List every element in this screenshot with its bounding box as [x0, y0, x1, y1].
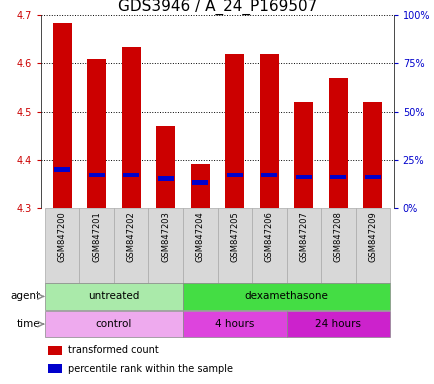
Bar	[217, 208, 251, 283]
Bar	[45, 311, 183, 338]
Bar	[45, 208, 79, 283]
Text: agent: agent	[10, 291, 40, 301]
Bar	[183, 208, 217, 283]
Text: GSM847208: GSM847208	[333, 212, 342, 262]
Bar	[261, 173, 277, 177]
Bar	[251, 208, 286, 283]
Bar	[286, 208, 320, 283]
Text: transformed count: transformed count	[68, 345, 158, 355]
Text: untreated: untreated	[88, 291, 139, 301]
Bar	[79, 208, 114, 283]
Bar	[295, 175, 311, 179]
Text: GSM847200: GSM847200	[57, 212, 66, 262]
Text: 4 hours: 4 hours	[214, 319, 254, 329]
Text: control: control	[95, 319, 132, 329]
Bar	[87, 59, 106, 208]
Bar	[88, 173, 105, 177]
Bar	[259, 54, 278, 208]
Bar	[286, 311, 389, 338]
Bar	[114, 208, 148, 283]
Bar	[294, 102, 312, 208]
Title: GDS3946 / A_24_P169507: GDS3946 / A_24_P169507	[118, 0, 316, 15]
Bar	[183, 311, 286, 338]
Bar	[355, 208, 389, 283]
Text: GSM847206: GSM847206	[264, 212, 273, 262]
Text: dexamethasone: dexamethasone	[244, 291, 328, 301]
Bar	[190, 164, 209, 208]
Text: percentile rank within the sample: percentile rank within the sample	[68, 364, 232, 374]
Bar	[48, 364, 62, 373]
Text: time: time	[17, 319, 40, 329]
Bar	[48, 346, 62, 355]
Bar	[329, 175, 346, 179]
Text: GSM847201: GSM847201	[92, 212, 101, 262]
Text: GSM847202: GSM847202	[126, 212, 135, 262]
Bar	[148, 208, 183, 283]
Text: GSM847207: GSM847207	[299, 212, 308, 262]
Bar	[123, 173, 139, 177]
Text: GSM847204: GSM847204	[195, 212, 204, 262]
Bar	[54, 167, 70, 172]
Bar	[183, 283, 389, 310]
Bar	[364, 175, 380, 179]
Text: 24 hours: 24 hours	[315, 319, 361, 329]
Bar	[226, 173, 242, 177]
Bar	[156, 126, 175, 208]
Bar	[328, 78, 347, 208]
Bar	[157, 177, 173, 181]
Bar	[53, 23, 71, 208]
Text: GSM847209: GSM847209	[368, 212, 377, 262]
Text: GSM847203: GSM847203	[161, 212, 170, 262]
Bar	[225, 54, 244, 208]
Bar	[122, 46, 140, 208]
Bar	[363, 102, 381, 208]
Text: GSM847205: GSM847205	[230, 212, 239, 262]
Bar	[192, 180, 208, 185]
Bar	[45, 283, 183, 310]
Bar	[320, 208, 355, 283]
